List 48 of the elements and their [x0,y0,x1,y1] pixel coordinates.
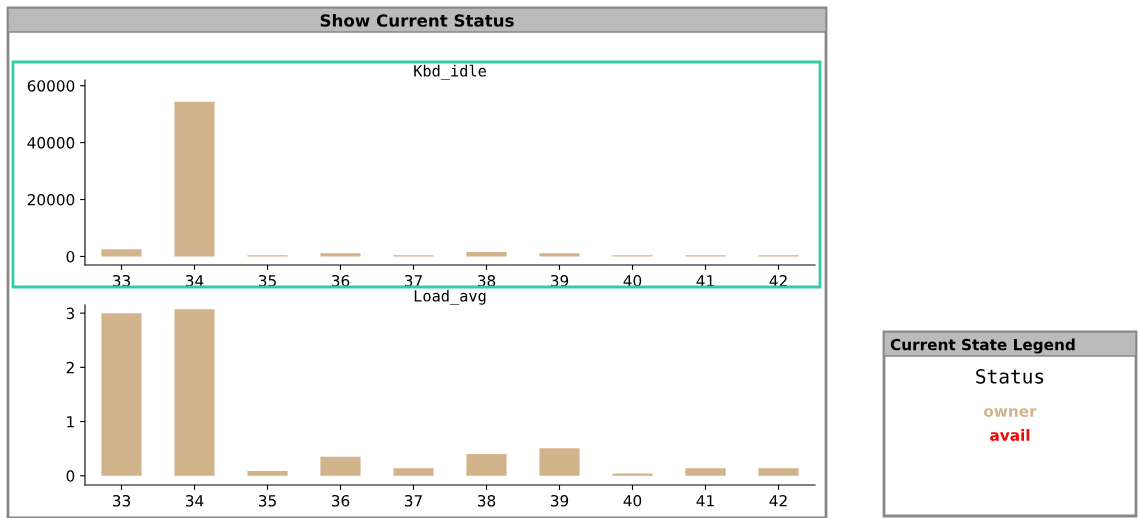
x-tick-label: 35 [258,494,276,507]
text: Status [976,368,1044,384]
x-tick-label: 36 [331,274,350,287]
y-tick-label: 0 [66,470,75,482]
x-tick-label: 34 [185,274,204,287]
bar [101,249,142,257]
x-tick-label: 35 [258,274,276,287]
chart-title: Load_avg [414,289,486,305]
bar [539,253,580,257]
bar [612,473,653,476]
category-label: avail [990,429,1030,441]
x-tick-label: 37 [404,274,422,287]
x-tick-label: 41 [696,495,714,507]
bar [247,470,288,476]
category-label: owner [983,408,1037,417]
bar [393,468,434,476]
bar [466,454,507,476]
x-tick-label: 33 [112,494,130,507]
bar [320,253,361,257]
x-tick-label: 39 [550,274,569,287]
x-tick-label: 40 [623,274,642,287]
x-tick-label: 37 [404,494,422,507]
x-tick-label: 34 [185,494,204,507]
x-tick-label: 42 [769,274,787,287]
y-tick-label: 40000 [27,137,75,149]
bar [466,251,507,257]
x-tick-label: 40 [623,494,642,507]
bar [758,468,799,476]
text: Current State Legend [890,338,1075,354]
x-tick-label: 36 [331,494,350,507]
x-tick-label: 38 [477,494,496,507]
y-tick-label: 60000 [27,80,75,92]
bar [174,101,215,257]
y-tick-label: 2 [66,361,74,374]
x-tick-label: 39 [550,494,569,507]
x-tick-label: 41 [696,275,714,287]
y-tick-label: 0 [66,250,75,263]
bar [539,448,580,476]
chart-title: Kbd_idle [414,64,486,80]
bar [174,309,215,476]
bar [101,313,142,476]
y-tick-label: 1 [67,416,74,428]
text: Show Current Status [320,13,514,27]
y-tick-label: 3 [66,307,75,320]
bar [685,468,726,476]
bar [320,456,361,476]
x-tick-label: 42 [769,494,787,507]
y-tick-label: 20000 [27,194,75,206]
